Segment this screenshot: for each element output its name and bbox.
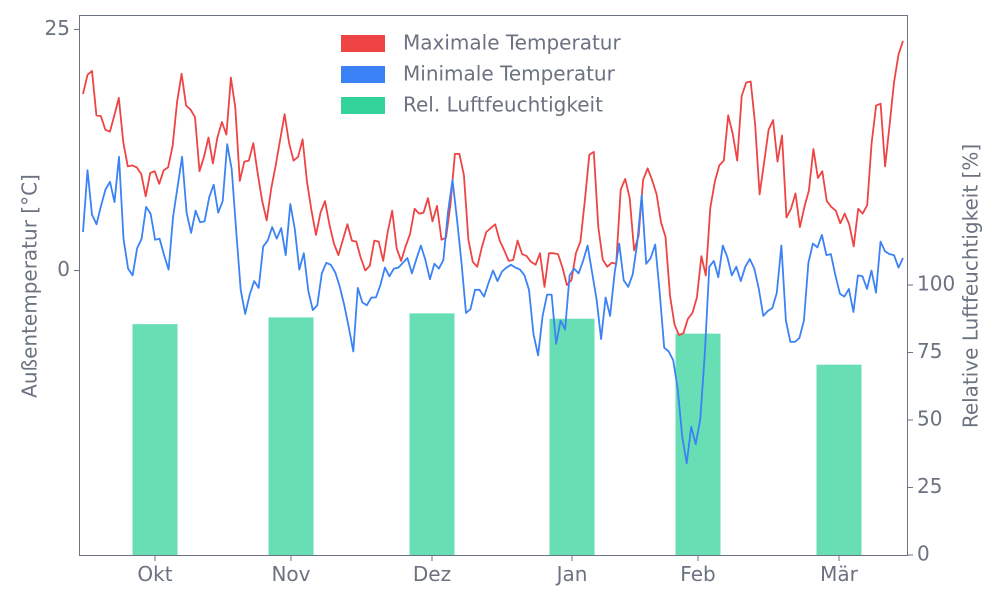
humidity-bars — [132, 313, 862, 555]
humidity-bar-feb — [675, 333, 721, 555]
x-tick-label: Dez — [413, 562, 451, 586]
y-axis-left: 0 25 — [45, 16, 80, 281]
y-right-axis-title: Relative Luftfeuchtigkeit [%] — [959, 144, 983, 428]
y-right-tick-label: 50 — [917, 407, 942, 431]
x-tick-label: Nov — [271, 562, 310, 586]
y-left-axis-title: Außentemperatur [°C] — [18, 174, 42, 398]
legend-swatch — [341, 35, 385, 52]
legend-label: Maximale Temperatur — [403, 31, 621, 55]
humidity-bar-dez — [409, 313, 455, 555]
legend-label: Rel. Luftfeuchtigkeit — [403, 93, 603, 117]
y-right-tick-label: 0 — [917, 542, 930, 566]
min-temp-line — [82, 143, 904, 465]
legend: Maximale Temperatur Minimale Temperatur Re… — [341, 31, 621, 117]
x-tick-label: Jan — [555, 562, 588, 586]
x-axis: Okt Nov Dez Jan Feb Mär — [137, 555, 859, 586]
y-right-tick-label: 25 — [917, 474, 942, 498]
y-right-tick-label: 100 — [917, 272, 955, 296]
legend-label: Minimale Temperatur — [403, 62, 616, 86]
humidity-bar-jan — [549, 318, 595, 555]
humidity-bar-okt — [132, 324, 178, 555]
x-tick-label: Okt — [137, 562, 172, 586]
y-left-tick-label: 25 — [45, 16, 70, 40]
humidity-bar-nov — [268, 317, 314, 555]
legend-swatch — [341, 66, 385, 83]
x-tick-label: Feb — [680, 562, 715, 586]
legend-swatch — [341, 97, 385, 114]
y-right-tick-label: 75 — [917, 339, 942, 363]
max-temp-line — [82, 40, 904, 337]
y-left-tick-label: 0 — [57, 257, 70, 281]
y-axis-right: 0 25 50 75 100 — [907, 272, 955, 566]
x-tick-label: Mär — [820, 562, 859, 586]
temperature-lines — [82, 40, 904, 465]
humidity-bar-mär — [816, 364, 862, 555]
